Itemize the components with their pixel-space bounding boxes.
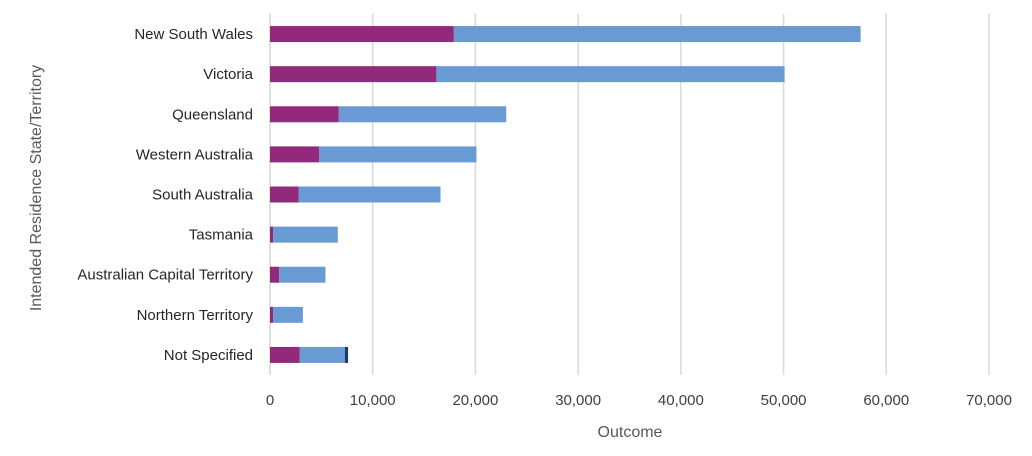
bar-segment <box>273 306 303 323</box>
x-tick-label: 60,000 <box>863 392 909 409</box>
bar-segment <box>298 186 441 203</box>
bar-segment <box>270 346 300 363</box>
x-tick-label: 0 <box>266 392 274 409</box>
bar-segment <box>299 346 345 363</box>
x-tick-label: 50,000 <box>761 392 807 409</box>
x-axis-title: Outcome <box>598 424 663 441</box>
bar-segment <box>270 226 274 243</box>
category-label: Tasmania <box>189 227 254 244</box>
category-label: Victoria <box>203 66 253 83</box>
y-axis-title: Intended Residence State/Territory <box>28 65 45 311</box>
category-label: South Australia <box>152 187 254 204</box>
x-tick-label: 10,000 <box>350 392 396 409</box>
bar-segment <box>270 106 339 123</box>
bars <box>270 26 861 363</box>
bar-segment <box>279 266 326 283</box>
bar-segment <box>270 26 454 43</box>
category-labels: New South Wales Victoria Queensland Western… <box>77 26 253 364</box>
bar-segment <box>338 106 507 123</box>
bar-segment <box>270 186 299 203</box>
category-label: Western Australia <box>136 146 254 163</box>
x-tick-label: 40,000 <box>658 392 704 409</box>
bar-segment <box>344 346 349 363</box>
bar-segment <box>270 306 274 323</box>
category-label: Queensland <box>172 106 253 123</box>
category-label: Northern Territory <box>137 307 254 324</box>
x-tick-label: 30,000 <box>555 392 601 409</box>
x-tick-label: 70,000 <box>966 392 1012 409</box>
category-label: New South Wales <box>134 26 253 43</box>
bar-segment <box>319 146 477 163</box>
category-label: Australian Capital Territory <box>77 267 253 284</box>
x-tick-labels: 0 10,000 20,000 30,000 40,000 50,000 60,000 70,… <box>266 392 1012 409</box>
bar-segment <box>453 26 861 43</box>
category-label: Not Specified <box>164 347 253 364</box>
bar-segment <box>273 226 338 243</box>
x-tick-label: 20,000 <box>452 392 498 409</box>
bar-segment <box>270 266 280 283</box>
bar-segment <box>270 146 320 163</box>
bar-segment <box>436 66 785 83</box>
bar-segment <box>270 66 437 83</box>
